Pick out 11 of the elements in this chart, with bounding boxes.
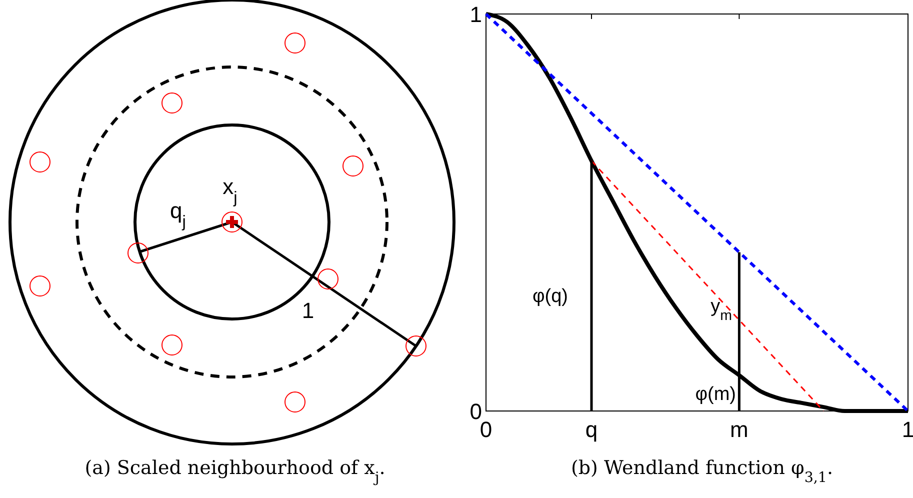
text: 1 (302, 298, 314, 323)
text: (a) Scaled neighbourhood of x$_{j}$. (84, 457, 386, 486)
text: (b) Wendland function φ$_{3,1}$. (570, 457, 834, 486)
x-tick-label: q (585, 417, 598, 442)
annotation: y$_{m}$ (710, 296, 732, 324)
x-tick-label: m (730, 417, 748, 442)
annotation: φ(q) (532, 286, 568, 307)
text: q$_{j}$ (170, 198, 186, 231)
x-tick-label: 1 (902, 417, 913, 442)
text: x$_{j}$ (222, 174, 238, 207)
annotation: φ(m) (695, 384, 736, 405)
